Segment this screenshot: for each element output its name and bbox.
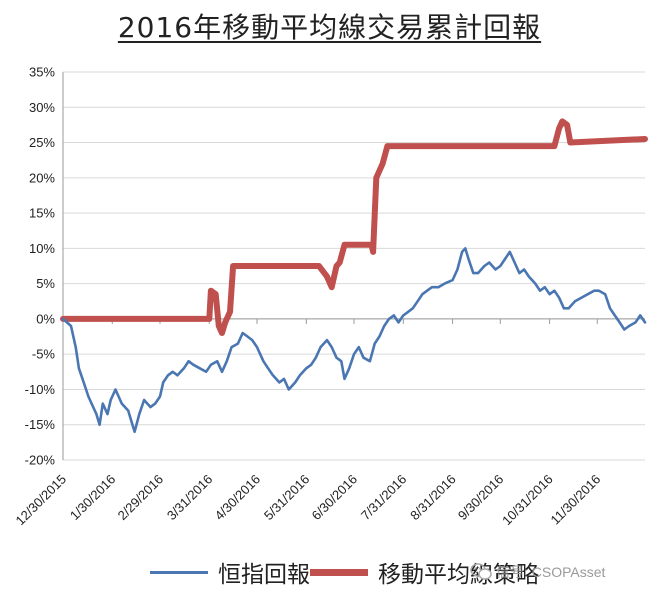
y-tick-label: 15% <box>29 206 55 221</box>
watermark-text: 信号: CSOPAsset <box>496 564 606 580</box>
x-tick-label: 7/31/2016 <box>358 472 410 524</box>
x-tick-label: 1/30/2016 <box>67 472 119 524</box>
y-tick-label: -10% <box>25 382 56 397</box>
legend-item-hsi: 恒指回報 <box>150 556 310 588</box>
y-tick-label: -15% <box>25 417 56 432</box>
legend-swatch-hsi <box>150 570 208 574</box>
x-tick-label: 9/30/2016 <box>455 472 507 524</box>
legend-swatch-ma-strategy <box>310 568 368 576</box>
legend: 恒指回報 移動平均線策略 <box>0 556 659 588</box>
y-tick-label: 20% <box>29 170 55 185</box>
x-tick-label: 2/29/2016 <box>115 472 167 524</box>
x-tick-label: 11/30/2016 <box>547 472 603 528</box>
legend-label-hsi: 恒指回報 <box>218 562 310 588</box>
y-tick-label: 25% <box>29 135 55 150</box>
legend-label-ma-strategy: 移動平均線策略 <box>378 562 539 588</box>
x-tick-label: 4/30/2016 <box>212 472 264 524</box>
series-layer <box>60 118 648 434</box>
series-line-ma-strategy <box>60 118 648 336</box>
x-tick-label: 5/31/2016 <box>261 472 313 524</box>
x-axis: 12/30/20151/30/20162/29/20163/31/20164/3… <box>12 318 645 529</box>
x-tick-label: 3/31/2016 <box>164 472 216 524</box>
y-tick-label: 10% <box>29 241 55 256</box>
y-tick-label: -5% <box>32 347 56 362</box>
x-tick-label: 12/30/2015 <box>12 472 69 529</box>
y-tick-label: -20% <box>25 453 56 468</box>
y-tick-label: 0% <box>36 311 55 326</box>
y-tick-label: 30% <box>29 100 55 115</box>
x-tick-label: 10/31/2016 <box>499 472 556 529</box>
x-tick-label: 8/31/2016 <box>407 472 459 524</box>
x-tick-label: 6/30/2016 <box>309 472 361 524</box>
series-line-hsi <box>61 247 647 434</box>
y-axis: 35% 30% 25% 20% 15% 10% 5% 0% -5% -10% -15% -20% <box>25 65 64 468</box>
line-chart: 35% 30% 25% 20% 15% 10% 5% 0% -5% -10% -15% -20% 12… <box>12 65 648 529</box>
y-tick-label: 5% <box>36 276 55 291</box>
wechat-icon <box>470 563 492 580</box>
watermark: 信号: CSOPAsset <box>470 562 605 582</box>
chart-title: 2016年移動平均線交易累計回報 <box>117 11 542 44</box>
legend-item-ma-strategy: 移動平均線策略 <box>310 556 539 588</box>
y-tick-label: 35% <box>29 65 55 80</box>
